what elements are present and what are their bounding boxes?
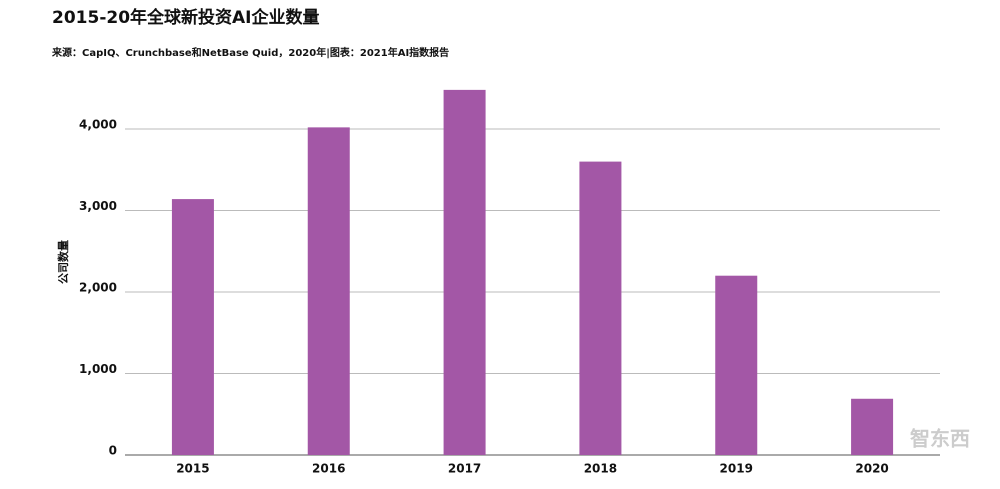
chart-title: 2015-20年全球新投资AI企业数量: [52, 7, 320, 28]
x-tick-label: 2020: [855, 462, 888, 476]
bar: [443, 89, 486, 455]
y-tick-label: 1,000: [79, 362, 117, 376]
y-tick-label: 0: [109, 444, 117, 458]
bar: [307, 127, 350, 456]
y-tick-label: 3,000: [79, 199, 117, 213]
y-tick-label: 4,000: [79, 118, 117, 132]
bar: [851, 398, 894, 455]
bar: [579, 161, 622, 455]
x-tick-label: 2016: [312, 462, 345, 476]
watermark: 智东西: [910, 427, 970, 451]
bar: [715, 275, 758, 455]
y-axis-label: 公司数量: [56, 240, 70, 284]
x-tick-label: 2017: [448, 462, 481, 476]
x-tick-label: 2019: [720, 462, 753, 476]
y-tick-label: 2,000: [79, 281, 117, 295]
x-tick-label: 2018: [584, 462, 617, 476]
chart-subtitle: 来源：CapIQ、Crunchbase和NetBase Quid，2020年|图…: [51, 46, 449, 59]
bar: [171, 199, 214, 455]
x-tick-label: 2015: [176, 462, 209, 476]
